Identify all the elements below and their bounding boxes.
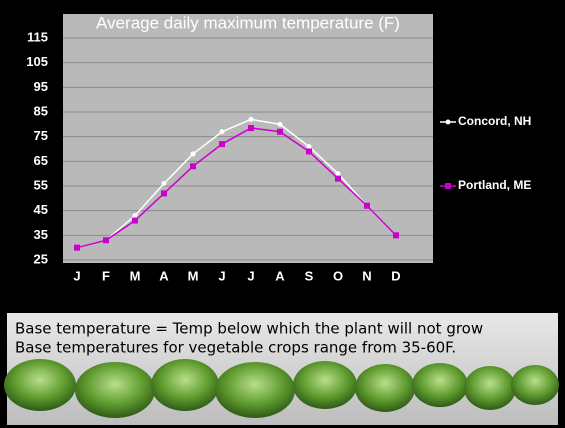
legend-label: Concord, NH — [458, 114, 531, 128]
point-marker — [248, 125, 254, 131]
x-tick-label: A — [159, 268, 169, 283]
plot-area — [63, 14, 433, 263]
point-marker — [190, 163, 196, 169]
y-tick-label: 105 — [26, 54, 48, 69]
point-marker — [162, 181, 167, 186]
y-tick-label: 75 — [34, 128, 48, 143]
x-tick-label: J — [247, 268, 254, 283]
point-marker — [133, 213, 138, 218]
point-marker — [74, 245, 80, 251]
x-tick-label: N — [362, 268, 371, 283]
legend-label: Portland, ME — [458, 178, 531, 192]
point-marker — [278, 122, 283, 127]
point-marker — [103, 237, 109, 243]
x-tick-label: F — [102, 268, 110, 283]
y-tick-label: 45 — [34, 202, 48, 217]
point-marker — [219, 141, 225, 147]
caption-line: Base temperatures for vegetable crops ra… — [15, 339, 456, 357]
slide: Base temperature = Temp below which the … — [0, 0, 565, 428]
point-marker — [191, 151, 196, 156]
point-marker — [336, 171, 341, 176]
point-marker — [220, 129, 225, 134]
y-tick-label: 35 — [34, 227, 48, 242]
x-tick-label: J — [218, 268, 225, 283]
x-tick-label: S — [305, 268, 314, 283]
x-tick-label: J — [73, 268, 80, 283]
legend-marker — [445, 183, 451, 189]
point-marker — [364, 203, 370, 209]
legend-marker — [446, 120, 451, 125]
x-tick-label: A — [275, 268, 285, 283]
point-marker — [306, 148, 312, 154]
x-tick-label: M — [188, 268, 199, 283]
x-tick-label: D — [391, 268, 400, 283]
y-tick-label: 25 — [34, 251, 48, 266]
point-marker — [132, 218, 138, 224]
y-tick-label: 55 — [34, 177, 48, 192]
point-marker — [393, 232, 399, 238]
y-tick-label: 65 — [34, 153, 48, 168]
point-marker — [307, 144, 312, 149]
point-marker — [161, 190, 167, 196]
point-marker — [277, 129, 283, 135]
point-marker — [249, 117, 254, 122]
caption-line: Base temperature = Temp below which the … — [15, 320, 483, 338]
x-tick-label: M — [130, 268, 141, 283]
point-marker — [335, 176, 341, 182]
y-tick-label: 95 — [34, 79, 48, 94]
y-tick-label: 115 — [27, 29, 48, 44]
x-tick-label: O — [333, 268, 343, 283]
y-tick-label: 85 — [34, 103, 48, 118]
chart-title: Average daily maximum temperature (F) — [96, 13, 400, 32]
